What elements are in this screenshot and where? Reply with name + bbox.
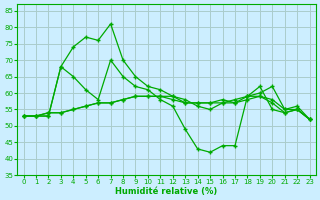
X-axis label: Humidité relative (%): Humidité relative (%) bbox=[116, 187, 218, 196]
